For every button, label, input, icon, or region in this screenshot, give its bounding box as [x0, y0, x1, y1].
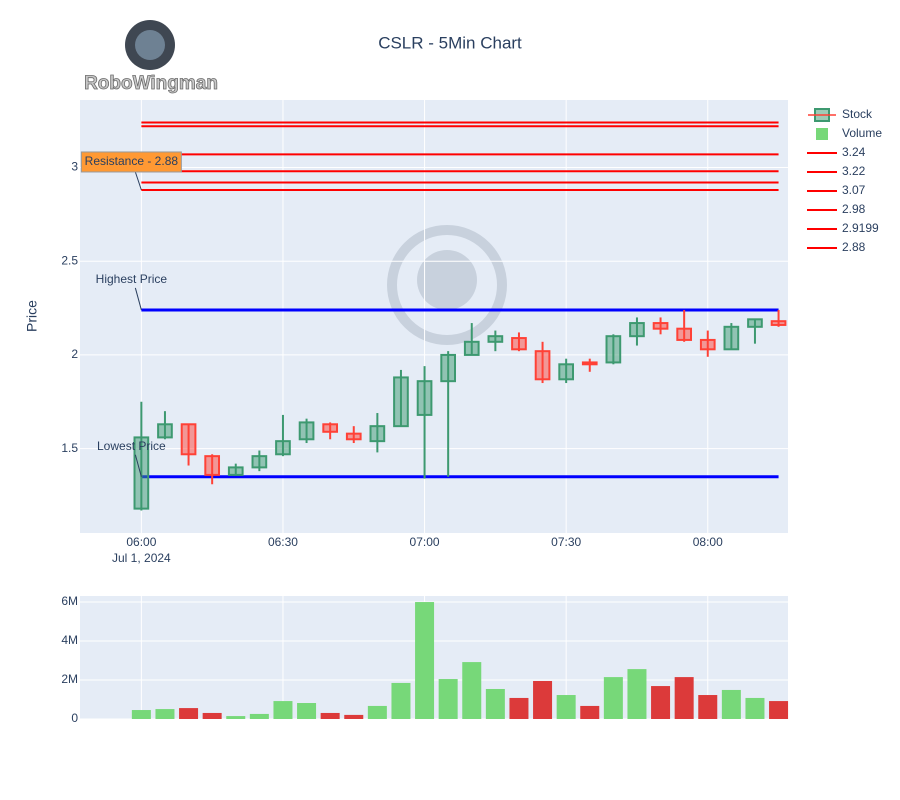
volume-bar [273, 701, 293, 719]
volume-bar [769, 701, 789, 719]
volume-bar [391, 682, 411, 719]
legend-label: 3.07 [842, 183, 866, 197]
price-plot-area [80, 100, 788, 533]
legend-symbol [816, 128, 828, 140]
volume-bar [556, 695, 576, 719]
volume-bar [533, 680, 553, 719]
x-tick-label: 06:30 [268, 535, 298, 549]
candle-body [463, 340, 480, 356]
logo-text: RoboWingman [84, 73, 218, 94]
logo-visor [135, 30, 165, 60]
volume-bar [462, 662, 482, 719]
x-tick-label: 07:30 [551, 535, 581, 549]
annotation-arrow [134, 287, 142, 311]
volume-bar [249, 713, 269, 719]
candle-body [699, 338, 716, 351]
volume-bar [344, 714, 364, 719]
candle-body [440, 353, 457, 383]
volume-bar [155, 709, 175, 719]
candle-body [251, 455, 268, 469]
legend-label: 2.98 [842, 202, 866, 216]
candle-body [558, 363, 575, 381]
candle-body [133, 436, 150, 510]
volume-bar [485, 688, 505, 719]
chart-title: CSLR - 5Min Chart [378, 33, 522, 52]
volume-bar [745, 697, 765, 719]
x-tick-label: 07:00 [410, 535, 440, 549]
legend-label: 3.22 [842, 164, 866, 178]
candle-body [511, 337, 527, 351]
watermark-visor [417, 250, 477, 310]
candle-body [676, 327, 693, 341]
candle-body [345, 432, 362, 441]
annotation-text: Lowest Price [97, 439, 166, 453]
volume-bar [415, 602, 435, 719]
y-tick-label: 2.5 [61, 253, 78, 267]
candle-body [770, 320, 787, 326]
candle-body [629, 322, 645, 338]
candle-body [322, 423, 339, 433]
volume-bar [627, 669, 647, 719]
candle-body [180, 423, 197, 456]
volume-bar [202, 712, 222, 719]
x-tick-label: 08:00 [693, 535, 723, 549]
candle-body [275, 440, 291, 456]
candle-body [157, 423, 173, 439]
y-tick-label: 0 [71, 711, 78, 725]
legend-label: Stock [842, 107, 873, 121]
watermark-helmet [387, 225, 507, 345]
candle-body [487, 335, 504, 343]
legend-label: 3.24 [842, 145, 866, 159]
candle-body [204, 455, 221, 476]
volume-bar [438, 679, 458, 719]
logo [125, 20, 175, 70]
candle-body [298, 421, 315, 441]
legend-label: 2.9199 [842, 221, 879, 235]
legend-label: Volume [842, 126, 882, 140]
candle-body [723, 325, 740, 351]
volume-bar [367, 705, 387, 719]
x-tick-label: 06:00 [126, 535, 156, 549]
candle-body [369, 425, 386, 443]
annotation-arrow [134, 454, 142, 477]
volume-bar [297, 703, 317, 719]
candle-body [227, 466, 244, 476]
annotation-box [80, 151, 182, 173]
volume-bar [698, 695, 718, 719]
y-tick-label: 1.5 [61, 441, 78, 455]
volume-bar [603, 677, 623, 719]
legend-label: 2.88 [842, 240, 866, 254]
candle-body [652, 322, 669, 330]
volume-bar [509, 697, 529, 719]
volume-bar [131, 710, 151, 719]
candle-body [581, 361, 598, 366]
watermark [387, 225, 507, 345]
annotation-text: Resistance - 2.88 [85, 154, 179, 168]
candle-body [605, 335, 622, 364]
annotation-arrow [134, 171, 142, 191]
candle-body [747, 318, 763, 328]
volume-bar [179, 708, 199, 719]
y-axis-title: Price [24, 300, 40, 332]
y-tick-label: 3 [71, 160, 78, 174]
candle-body [393, 376, 409, 428]
y-tick-label: 4M [61, 633, 78, 647]
candle-body [534, 350, 551, 381]
y-tick-label: 6M [61, 594, 78, 608]
candle-body [416, 380, 433, 416]
x-date-label: Jul 1, 2024 [112, 551, 171, 565]
volume-bar [721, 689, 741, 719]
volume-bar [651, 686, 671, 719]
y-tick-label: 2M [61, 672, 78, 686]
volume-bar [580, 705, 600, 719]
volume-bar [674, 677, 694, 719]
y-tick-label: 2 [71, 347, 78, 361]
volume-bar [320, 712, 340, 719]
volume-bar [226, 716, 246, 719]
annotation-text: Highest Price [96, 272, 168, 286]
